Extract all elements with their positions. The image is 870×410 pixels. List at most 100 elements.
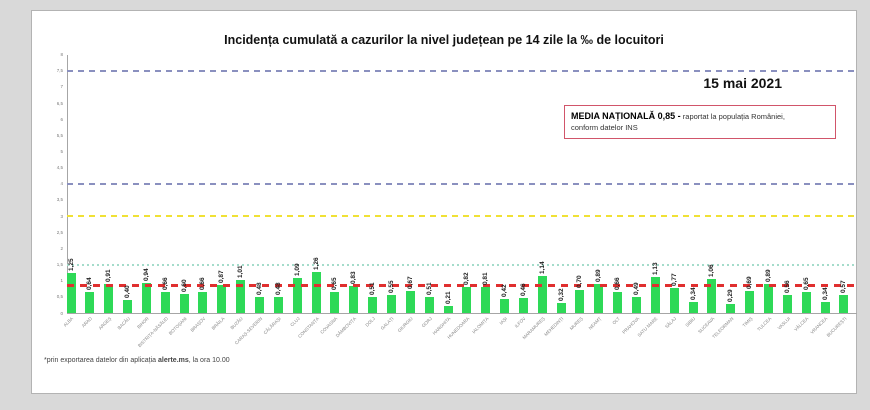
x-axis-category-label: BUCUREȘTI (825, 316, 848, 338)
bar (311, 272, 321, 313)
bar-value-label: 0,64 (86, 277, 94, 291)
y-axis-tick-label: 6 (60, 116, 63, 122)
bar-value-label: 0,65 (331, 277, 339, 290)
bar (556, 302, 566, 313)
x-axis-category-label: ALBA (62, 316, 75, 328)
bar-value-label: 1,09 (293, 263, 301, 276)
chart-title: Incidența cumulată a cazurilor la nivel … (224, 33, 664, 47)
bar (179, 293, 189, 313)
bar (349, 286, 359, 313)
bar-value-label: 1,06 (708, 264, 716, 277)
x-axis-category-label: BRĂILA (210, 316, 226, 331)
bar-value-label: 0,69 (746, 276, 754, 289)
bar (518, 298, 528, 313)
y-axis-tick-label: 8 (60, 52, 63, 58)
y-axis-tick-label: 1,5 (56, 262, 63, 268)
x-axis-category-label: GIURGIU (396, 316, 414, 334)
bar (537, 276, 547, 313)
bar (801, 292, 811, 313)
bar-value-label: 0,29 (727, 288, 735, 302)
bar (330, 292, 340, 313)
x-axis-category-label: DOLJ (364, 316, 377, 328)
reference-line-prag-4 (67, 182, 857, 185)
bar-value-label: 1,13 (651, 261, 659, 275)
bar-value-label: 0,66 (199, 277, 207, 290)
bar-value-label: 0,91 (105, 268, 113, 282)
footnote-prefix: *prin exportarea datelor din aplicația (44, 357, 159, 364)
x-axis-category-label: IAȘI (498, 316, 509, 326)
bar (745, 290, 755, 313)
reference-line-prag-7-5 (67, 69, 857, 72)
bar-value-label: 0,55 (387, 280, 395, 294)
reference-line-prag-1-5 (67, 263, 857, 266)
bar-value-label: 0,56 (783, 280, 791, 293)
y-axis-tick-label: 0,5 (56, 294, 63, 300)
bar (160, 291, 170, 313)
bar-value-label: 0,66 (614, 277, 622, 290)
bar (594, 284, 604, 313)
bar (481, 286, 491, 313)
bar-value-label: 0,48 (256, 282, 263, 296)
y-axis-tick-label: 2,5 (56, 229, 63, 235)
x-axis-category-label: TIMIȘ (741, 316, 754, 329)
bar-value-label: 1,14 (538, 261, 546, 275)
bar (707, 278, 717, 313)
national-average-note: raportat la populația României, (680, 112, 785, 121)
bar (85, 292, 95, 313)
x-axis-category-label: GORJ (420, 316, 433, 329)
bar (405, 291, 415, 313)
bar-value-label: 0,32 (557, 288, 565, 301)
y-axis-tick-label: 7,5 (56, 68, 63, 74)
bar-value-label: 0,48 (274, 282, 282, 296)
bar-value-label: 0,77 (670, 273, 678, 287)
bar-value-label: 0,83 (350, 271, 358, 285)
national-average-value: MEDIA NAȚIONALĂ 0,85 - (571, 111, 681, 121)
x-axis-category-label: CLUJ (289, 316, 301, 328)
x-axis-category-label: ARGEȘ (97, 316, 113, 331)
reference-line-media-nationala (67, 284, 857, 288)
bar-value-label: 0,89 (764, 269, 772, 283)
y-axis-tick-label: 3 (60, 213, 63, 219)
bar-value-label: 0,42 (501, 284, 509, 298)
bar (839, 294, 849, 313)
y-axis-tick-label: 3,5 (56, 197, 63, 203)
bar (236, 280, 246, 313)
x-axis-category-label: BOTOȘANI (167, 316, 188, 336)
x-axis-category-label: SUCEAVA (697, 316, 716, 335)
bar (763, 284, 773, 313)
bar (782, 294, 792, 313)
bar (368, 296, 378, 313)
bar-value-label: 0,57 (840, 279, 848, 293)
bar (386, 295, 396, 313)
bar (255, 297, 264, 313)
bar (198, 291, 208, 313)
bar-value-label: 0,40 (124, 285, 132, 299)
bar-value-label: 1,26 (312, 257, 320, 271)
x-axis-category-label: MEHEDINȚI (543, 316, 565, 338)
x-axis-category-label: SĂLAJ (664, 316, 678, 330)
x-axis-category-label: GALAȚI (380, 316, 395, 331)
y-axis-tick-label: 4 (60, 181, 63, 187)
bar-value-label: 0,21 (444, 291, 452, 305)
x-axis-line (67, 313, 857, 314)
bar (500, 299, 510, 313)
bar (443, 306, 453, 313)
bar-value-label: 0,70 (576, 275, 584, 289)
bar-value-label: 0,89 (595, 269, 603, 283)
bar (820, 302, 830, 313)
x-axis-category-label: BACĂU (116, 316, 132, 331)
bar (217, 284, 227, 313)
bar (575, 290, 585, 313)
y-axis-tick-label: 5,5 (56, 132, 63, 138)
bar-chart: 0 0,5 1 1,5 2 2,5 3 3,5 4 4,5 5 5,5 6 6,5 7 7,5 8 1,25 ALB… (32, 11, 857, 393)
bar (123, 300, 133, 313)
bar (613, 291, 623, 313)
y-axis-tick-label: 5 (60, 149, 63, 154)
x-axis-category-label: ARAD (81, 316, 94, 329)
x-axis-category-label: SIBIU (684, 316, 697, 328)
chart-panel: Incidența cumulată a cazurilor la nivel … (31, 10, 857, 394)
bar-value-label: 0,46 (519, 283, 527, 297)
x-axis-category-label: BUZĂU (229, 316, 245, 331)
x-axis-category-label: IALOMIȚA (470, 316, 490, 335)
x-axis-category-label: CĂLĂRAȘI (262, 316, 282, 336)
